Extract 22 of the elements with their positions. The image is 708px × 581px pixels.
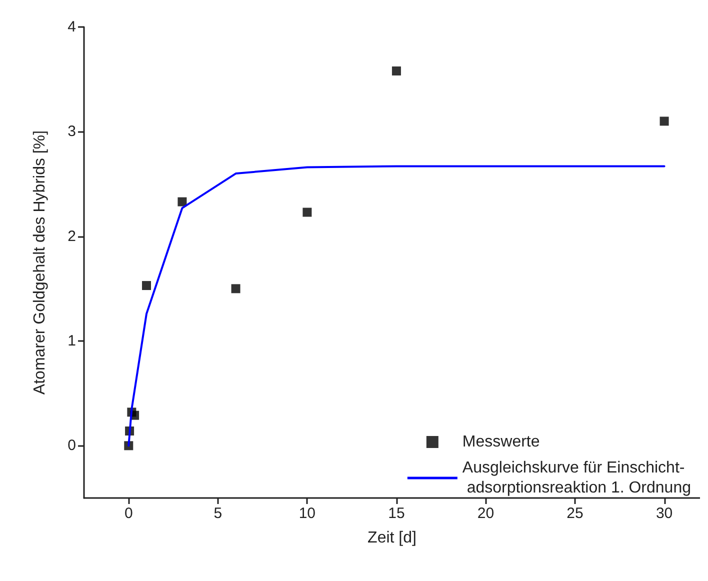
- x-tick-label: 30: [656, 505, 673, 522]
- x-tick-label: 5: [214, 505, 222, 522]
- point: [178, 197, 187, 206]
- y-tick-label: 0: [68, 437, 76, 454]
- y-tick-label: 3: [68, 123, 76, 140]
- x-tick-label: 15: [388, 505, 405, 522]
- point: [142, 281, 151, 290]
- y-tick-label: 1: [68, 332, 76, 350]
- point: [231, 284, 240, 294]
- point: [660, 116, 669, 126]
- point: [302, 208, 312, 217]
- x-tick-label: 20: [477, 505, 494, 522]
- x-axis-title: Zeit [d]: [368, 530, 416, 546]
- legend-label: Messwerte: [462, 434, 540, 450]
- x-tick-label: 0: [124, 505, 133, 522]
- y-tick-label: 4: [68, 18, 76, 36]
- x-tick-label: 10: [298, 505, 316, 522]
- legend-label: Ausgleichskurve für Einschicht- adsorptionsreaktion 1. Ordnung: [462, 460, 692, 496]
- y-axis-title: Atomarer Goldgehalt des Hybrids [%]: [32, 130, 48, 395]
- x-tick-label: 25: [566, 505, 584, 522]
- point: [392, 66, 401, 76]
- y-tick-label: 2: [68, 228, 76, 245]
